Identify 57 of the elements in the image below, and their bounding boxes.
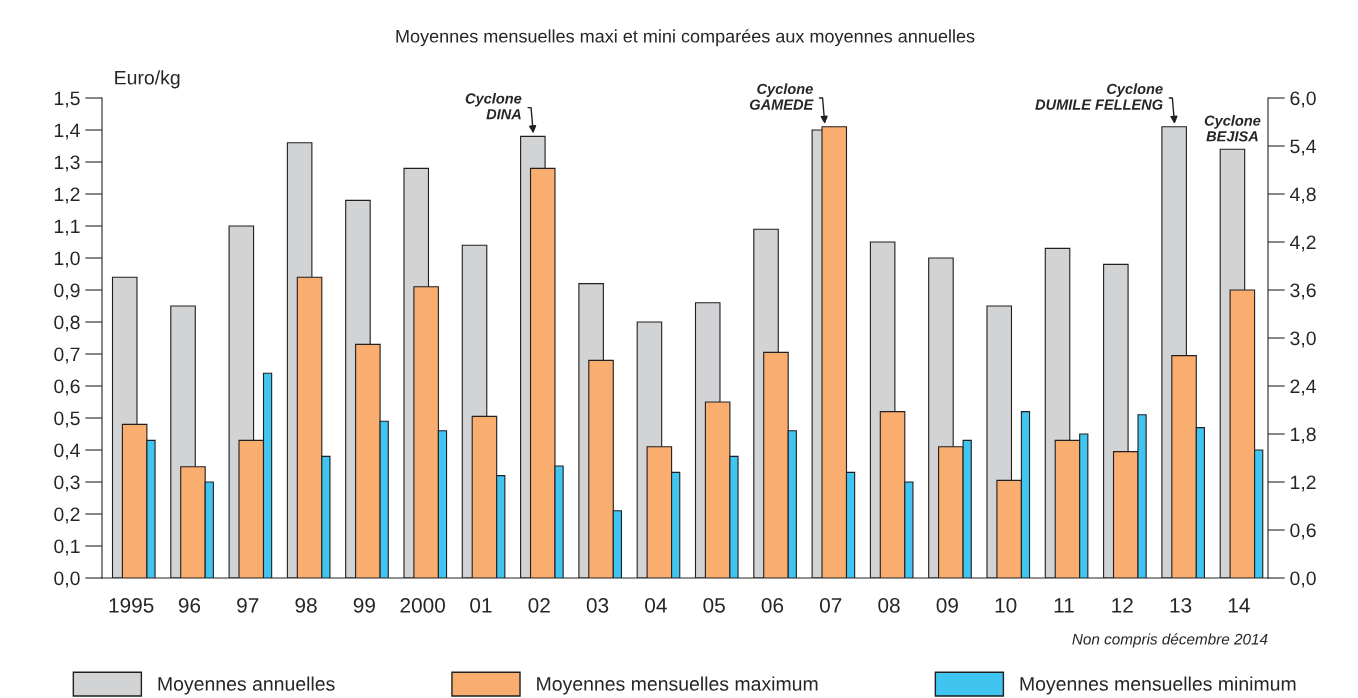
- text: Non compris décembre 2014: [1072, 633, 1268, 648]
- x-tick-label: 12: [1112, 597, 1133, 613]
- y2-tick-label: 6,0: [1290, 91, 1316, 108]
- x-tick-label: 97: [237, 597, 259, 613]
- x-tick-label: 10: [995, 597, 1017, 613]
- y-tick-label: 1,3: [54, 155, 80, 172]
- x-tick-label: 14: [1228, 598, 1250, 613]
- y2-tick-label: 0,0: [1290, 571, 1316, 588]
- annotation: Cyclone GAMEDE: [749, 83, 814, 110]
- y-tick-label: 0,7: [54, 347, 80, 364]
- x-tick-label: 01: [470, 597, 492, 613]
- x-tick-label: 02: [528, 597, 550, 613]
- y-tick-label: 0,6: [54, 379, 80, 396]
- x-tick-label: 06: [761, 597, 784, 613]
- legend-label: Moyennes mensuelles maximum: [537, 676, 818, 695]
- annotation: Cyclone DUMILE FELLENG: [1035, 83, 1163, 110]
- x-tick-label: 13: [1170, 597, 1192, 613]
- y2-tick-label: 3,0: [1290, 331, 1316, 348]
- y-tick-label: 0,1: [54, 539, 80, 556]
- y-tick-label: 0,3: [54, 475, 80, 492]
- y-tick-label: 0,8: [54, 315, 80, 332]
- y-tick-label: 1,1: [54, 219, 80, 236]
- legend-label: Moyennes mensuelles minimum: [1020, 676, 1296, 695]
- x-tick-label: 1995: [109, 597, 154, 613]
- y2-tick-label: 1,8: [1291, 427, 1316, 444]
- y-tick-label: 1,2: [54, 187, 80, 204]
- y-tick-label: 0,4: [54, 443, 80, 460]
- x-tick-label: 96: [178, 597, 201, 613]
- y2-tick-label: 0,6: [1290, 523, 1316, 540]
- y2-tick-label: 5,4: [1290, 139, 1316, 156]
- y-tick-label: 0,2: [54, 507, 80, 524]
- x-tick-label: 2000: [400, 597, 446, 613]
- y-tick-label: 0,0: [54, 571, 80, 588]
- x-tick-label: 03: [586, 597, 609, 613]
- x-tick-label: 11: [1054, 598, 1074, 613]
- x-tick-label: 08: [878, 597, 900, 613]
- y2-tick-label: 4,2: [1289, 235, 1316, 252]
- x-tick-label: 07: [819, 597, 842, 613]
- y-tick-label: 1,4: [54, 123, 80, 140]
- y-tick-label: 0,9: [54, 283, 80, 300]
- y2-tick-label: 3,6: [1290, 283, 1316, 300]
- y-tick-label: 0,5: [54, 411, 80, 428]
- y2-tick-label: 1,2: [1291, 475, 1316, 492]
- annotation: Cyclone BEJISA: [1204, 115, 1261, 142]
- y2-tick-label: 2,4: [1290, 379, 1316, 396]
- y-axis-title: Euro/kg: [115, 70, 180, 89]
- y2-tick-label: 4,8: [1289, 187, 1316, 204]
- annotation: Cyclone DINA: [465, 92, 522, 120]
- x-tick-label: 99: [353, 597, 375, 613]
- y-tick-label: 1,5: [54, 91, 80, 108]
- x-tick-label: 09: [936, 597, 958, 613]
- legend-label: Moyennes annuelles: [158, 676, 335, 695]
- y-tick-label: 1,0: [54, 251, 80, 268]
- x-tick-label: 98: [295, 597, 317, 613]
- x-tick-label: 05: [703, 597, 725, 613]
- chart-title: Moyennes mensuelles maxi et mini comparées aux moyennes annuelles: [396, 29, 975, 47]
- x-tick-label: 04: [645, 597, 667, 613]
